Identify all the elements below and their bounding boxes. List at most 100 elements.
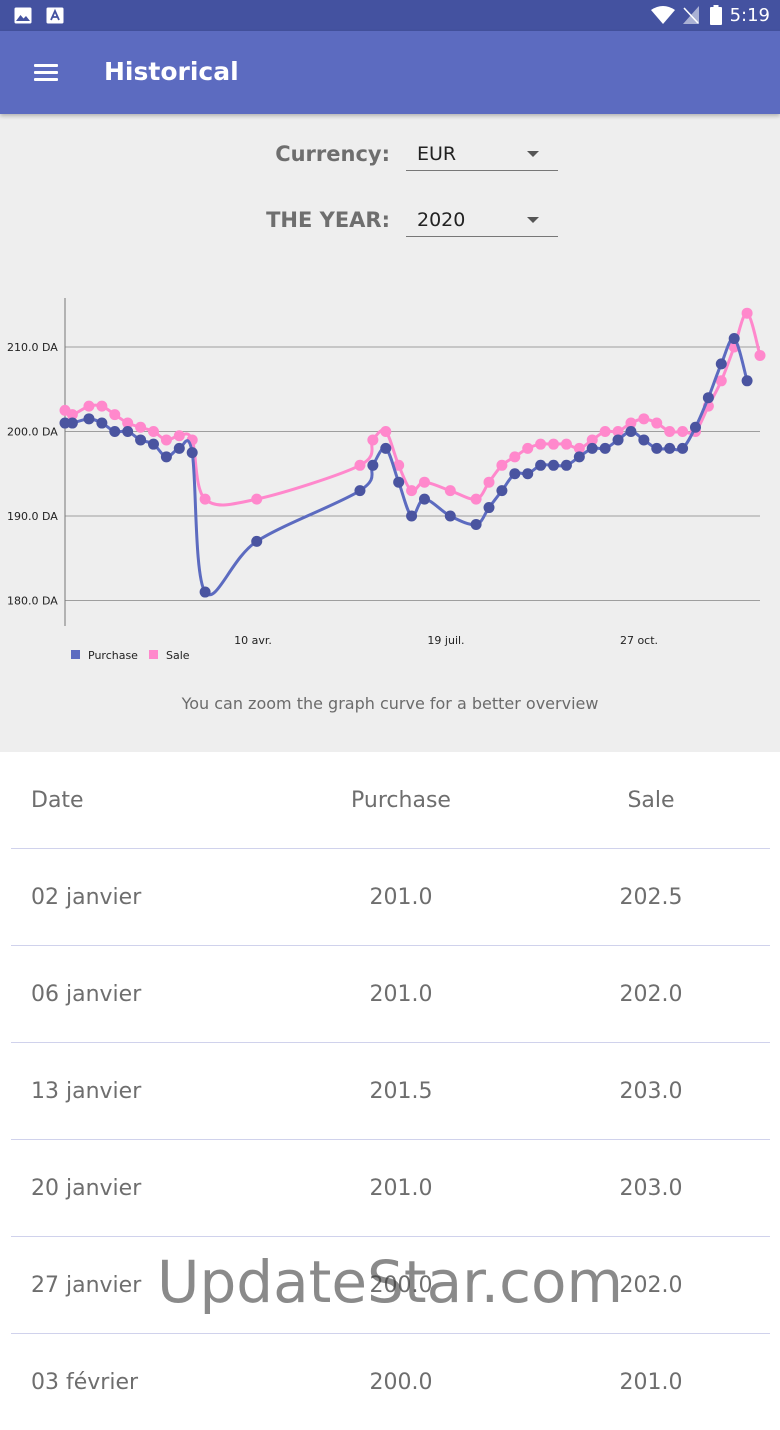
app-bar: Historical <box>0 31 780 114</box>
table-row[interactable]: 13 janvier 201.5 203.0 <box>11 1043 770 1140</box>
sale-data-point <box>160 434 172 446</box>
sale-data-point <box>367 434 379 446</box>
hamburger-icon-bottom <box>34 78 58 81</box>
table-row[interactable]: 02 janvier 201.0 202.5 <box>11 849 770 946</box>
sale-legend-swatch <box>149 650 158 659</box>
wifi-icon <box>651 6 675 24</box>
row-date: 13 janvier <box>31 1079 142 1104</box>
page-title: Historical <box>104 57 239 86</box>
purchase-data-point <box>560 459 572 471</box>
row-sale: 202.0 <box>619 1273 683 1298</box>
year-value: 2020 <box>417 209 466 231</box>
x-tick-label: 10 avr. <box>234 634 272 647</box>
x-tick-label: 27 oct. <box>620 634 658 647</box>
sale-data-point <box>522 442 534 454</box>
purchase-data-point <box>367 459 379 471</box>
purchase-data-point <box>380 442 392 454</box>
purchase-data-point <box>728 333 740 345</box>
year-label: THE YEAR: <box>266 208 390 232</box>
app-store-icon <box>46 7 64 24</box>
purchase-data-point <box>483 502 495 514</box>
sale-data-point <box>470 493 482 505</box>
sale-data-point <box>135 421 147 433</box>
y-tick-label: 200.0 DA <box>7 426 58 439</box>
sale-data-point <box>109 409 121 421</box>
purchase-data-point <box>122 426 134 437</box>
sale-data-point <box>483 476 495 488</box>
hamburger-icon <box>34 64 58 67</box>
x-tick-label: 19 juil. <box>427 634 464 647</box>
menu-button[interactable] <box>22 53 72 93</box>
dropdown-arrow-icon <box>527 151 539 157</box>
no-signal-icon <box>683 6 699 24</box>
sale-series-line <box>64 311 762 507</box>
sale-data-point <box>83 400 95 412</box>
purchase-data-point <box>664 442 676 454</box>
status-bar: 5:19 <box>0 0 780 31</box>
currency-label: Currency: <box>275 142 390 166</box>
y-tick-label: 190.0 DA <box>7 510 58 523</box>
header-purchase: Purchase <box>351 788 451 813</box>
header-sale: Sale <box>627 788 675 813</box>
sale-data-point <box>599 426 611 437</box>
table-row[interactable]: 06 janvier 201.0 202.0 <box>11 946 770 1043</box>
row-date: 06 janvier <box>31 982 142 1007</box>
purchase-data-point <box>160 451 172 463</box>
sale-data-point <box>251 493 263 505</box>
purchase-data-point <box>702 392 714 404</box>
currency-dropdown[interactable]: EUR <box>406 136 558 171</box>
row-sale: 202.0 <box>619 982 683 1007</box>
purchase-data-point <box>548 459 560 471</box>
purchase-data-point <box>66 417 78 429</box>
row-purchase: 201.0 <box>369 982 433 1007</box>
sale-data-point <box>612 426 624 437</box>
table-header: Date Purchase Sale <box>11 752 770 849</box>
purchase-data-point <box>251 535 263 547</box>
purchase-data-point <box>651 442 663 454</box>
purchase-data-point <box>406 510 418 522</box>
sale-data-point <box>406 485 418 497</box>
table-row[interactable]: 03 février 200.0 201.0 <box>11 1334 770 1430</box>
sale-data-point <box>380 426 392 437</box>
sale-data-point <box>560 438 572 450</box>
purchase-data-point <box>96 417 108 429</box>
hamburger-icon-middle <box>34 71 58 74</box>
table-row[interactable]: 20 janvier 201.0 203.0 <box>11 1140 770 1237</box>
purchase-legend-label: Purchase <box>88 649 138 662</box>
row-purchase: 201.0 <box>369 885 433 910</box>
sale-data-point <box>625 417 637 429</box>
sale-data-point <box>444 485 456 497</box>
row-date: 20 janvier <box>31 1176 142 1201</box>
purchase-data-point <box>677 442 689 454</box>
sale-data-point <box>677 426 689 437</box>
currency-value: EUR <box>417 143 457 165</box>
sale-data-point <box>122 417 134 429</box>
purchase-data-point <box>186 447 198 459</box>
purchase-data-point <box>109 426 121 437</box>
purchase-data-point <box>612 434 624 446</box>
purchase-data-point <box>599 442 611 454</box>
sale-data-point <box>651 417 663 429</box>
sale-data-point <box>173 430 185 442</box>
sale-data-point <box>535 438 547 450</box>
year-dropdown[interactable]: 2020 <box>406 202 558 237</box>
y-tick-label: 210.0 DA <box>7 341 58 354</box>
header-date: Date <box>31 788 84 813</box>
purchase-legend-swatch <box>71 650 80 659</box>
table-row[interactable]: 27 janvier 200.0 202.0 <box>11 1237 770 1334</box>
dropdown-arrow-icon <box>527 217 539 223</box>
sale-data-point <box>96 400 108 412</box>
purchase-data-point <box>354 485 366 497</box>
y-tick-label: 180.0 DA <box>7 595 58 608</box>
sale-data-point <box>664 426 676 437</box>
row-date: 27 janvier <box>31 1273 142 1298</box>
purchase-data-point <box>522 468 534 480</box>
purchase-data-point <box>199 586 211 598</box>
sale-data-point <box>573 442 585 454</box>
sale-data-point <box>548 438 560 450</box>
sale-data-point <box>741 307 753 319</box>
history-chart[interactable]: 210.0 DA 200.0 DA 190.0 DA 180.0 DA 10 avr. 1… <box>0 290 780 670</box>
sale-data-point <box>715 375 727 387</box>
purchase-data-point <box>418 493 430 505</box>
purchase-data-point <box>83 413 95 425</box>
